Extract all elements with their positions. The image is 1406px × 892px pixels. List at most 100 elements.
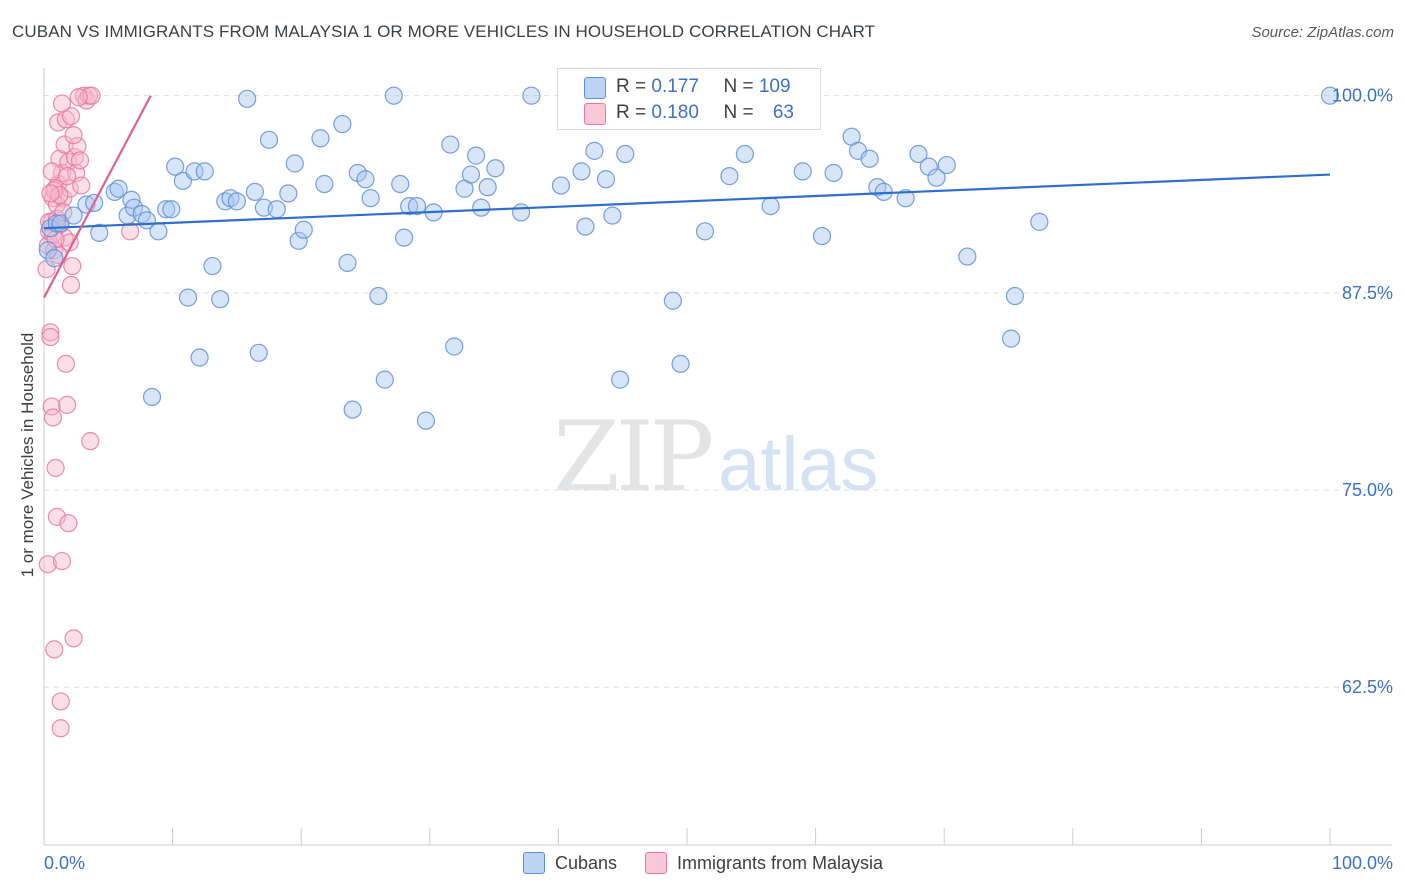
data-point bbox=[616, 144, 635, 164]
gridlines bbox=[44, 95, 1392, 688]
data-point bbox=[61, 275, 81, 295]
legend: Cubans Immigrants from Malaysia bbox=[0, 852, 1406, 874]
data-point bbox=[343, 400, 362, 419]
y-axis-label: 1 or more Vehicles in Household bbox=[18, 332, 37, 578]
data-point bbox=[238, 89, 257, 108]
data-point bbox=[58, 395, 77, 414]
trend-line-cubans bbox=[43, 173, 1331, 230]
data-point bbox=[65, 148, 84, 167]
legend-item-cubans: Cubans bbox=[522, 852, 617, 874]
data-point bbox=[68, 137, 87, 156]
malaysia-points bbox=[37, 86, 140, 738]
data-point bbox=[42, 162, 61, 181]
x-tick-label-min: 0.0% bbox=[44, 853, 85, 873]
data-point bbox=[45, 640, 64, 659]
data-point bbox=[522, 86, 541, 105]
data-point bbox=[896, 189, 915, 208]
data-point bbox=[793, 162, 812, 181]
data-point bbox=[203, 256, 222, 276]
watermark-zip: ZIP bbox=[553, 401, 712, 513]
malaysia-r-label: R = bbox=[616, 102, 652, 123]
data-point bbox=[142, 387, 162, 407]
data-point bbox=[824, 163, 843, 183]
data-point bbox=[384, 86, 403, 105]
data-point bbox=[249, 343, 268, 362]
data-point bbox=[512, 203, 531, 222]
data-point bbox=[572, 162, 591, 181]
data-point bbox=[195, 162, 214, 181]
data-point bbox=[812, 226, 832, 246]
y-tick-label: 75.0% bbox=[1342, 480, 1393, 500]
data-point bbox=[64, 629, 83, 648]
data-point bbox=[596, 170, 616, 189]
watermark: ZIP atlas bbox=[553, 401, 879, 513]
data-point bbox=[211, 290, 230, 309]
data-point bbox=[38, 555, 57, 574]
data-point bbox=[338, 253, 357, 272]
trend-line-malaysia bbox=[43, 95, 152, 299]
data-point bbox=[294, 220, 313, 239]
y-tick-label: 100.0% bbox=[1332, 86, 1393, 106]
data-point bbox=[162, 200, 181, 219]
data-point bbox=[472, 198, 491, 217]
data-point bbox=[259, 130, 279, 149]
data-point bbox=[761, 196, 780, 216]
x-tick-label-max: 100.0% bbox=[1332, 853, 1393, 873]
trend-lines bbox=[43, 95, 1331, 299]
data-point bbox=[51, 719, 70, 738]
data-point bbox=[72, 176, 91, 195]
data-point bbox=[46, 458, 65, 478]
chart-title: CUBAN VS IMMIGRANTS FROM MALAYSIA 1 OR M… bbox=[12, 22, 876, 41]
cubans-n-label: N = bbox=[723, 76, 759, 97]
data-point bbox=[157, 200, 176, 219]
malaysia-n-label: N = bbox=[723, 102, 759, 123]
data-point bbox=[369, 286, 388, 306]
data-point bbox=[190, 348, 209, 367]
y-tick-labels: 62.5% 75.0% 87.5% 100.0% bbox=[1332, 86, 1393, 698]
data-point bbox=[375, 370, 394, 389]
data-point bbox=[735, 144, 754, 164]
data-point bbox=[461, 165, 481, 184]
data-point bbox=[1030, 212, 1049, 231]
data-point bbox=[185, 162, 204, 181]
data-point bbox=[289, 231, 308, 250]
data-point bbox=[720, 167, 739, 186]
data-point bbox=[391, 174, 410, 194]
data-point bbox=[90, 223, 109, 243]
data-point bbox=[603, 206, 622, 225]
data-point bbox=[333, 114, 352, 134]
data-point bbox=[611, 370, 630, 389]
data-point bbox=[400, 196, 419, 216]
y-tick-label: 87.5% bbox=[1342, 283, 1393, 303]
x-tick-labels: 0.0% 100.0% bbox=[44, 853, 1393, 873]
data-point bbox=[59, 514, 78, 533]
data-point bbox=[267, 200, 286, 219]
data-point bbox=[50, 185, 69, 205]
data-point bbox=[52, 551, 72, 571]
data-point bbox=[279, 184, 298, 203]
data-point bbox=[909, 144, 928, 164]
data-point bbox=[671, 354, 690, 373]
data-point bbox=[576, 217, 595, 236]
data-point bbox=[356, 170, 375, 189]
data-point bbox=[585, 141, 604, 160]
source-credit: Source: ZipAtlas.com bbox=[1251, 24, 1394, 41]
data-point bbox=[486, 159, 505, 178]
data-point bbox=[54, 203, 73, 222]
stats-box: R = 0.177 N = 109 R = 0.180 N = 63 bbox=[557, 68, 821, 130]
data-point bbox=[245, 182, 265, 201]
data-point bbox=[63, 256, 82, 276]
cubans-r-label: R = bbox=[616, 76, 652, 97]
legend-swatch-cubans bbox=[522, 852, 545, 874]
cubans-points bbox=[38, 86, 1340, 430]
data-point bbox=[64, 126, 83, 145]
malaysia-swatch bbox=[584, 103, 606, 125]
data-point bbox=[61, 107, 81, 126]
data-point bbox=[416, 411, 436, 430]
cubans-swatch bbox=[584, 77, 606, 99]
data-point bbox=[41, 323, 60, 342]
data-point bbox=[41, 327, 60, 347]
malaysia-n-value: 63 bbox=[772, 102, 794, 123]
data-point bbox=[663, 291, 682, 310]
